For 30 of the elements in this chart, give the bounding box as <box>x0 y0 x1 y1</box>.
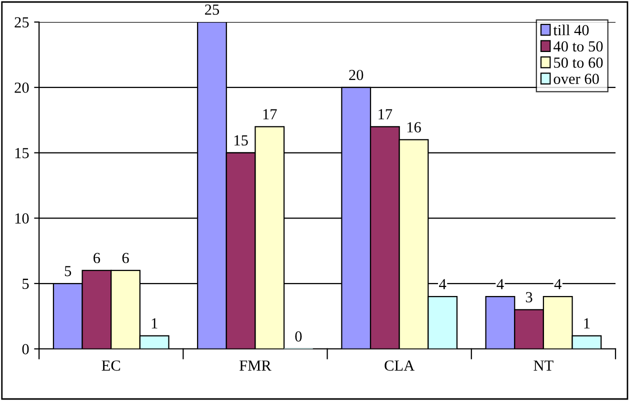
data-label: 3 <box>526 292 532 302</box>
data-label: 25 <box>205 4 220 15</box>
data-label: 1 <box>584 318 590 328</box>
x-tick-label: FMR <box>240 360 272 371</box>
data-label: 4 <box>496 279 504 290</box>
data-label: 6 <box>122 252 129 264</box>
legend-label: over 60 <box>554 74 599 84</box>
data-label: 0 <box>295 331 302 342</box>
y-tick-label: 0 <box>22 344 29 354</box>
y-tick-label: 10 <box>15 213 29 224</box>
data-label: 4 <box>439 279 446 290</box>
y-tick-label: 25 <box>14 17 29 28</box>
x-tick-label: EC <box>102 360 120 371</box>
legend-label: 50 to 60 <box>554 57 603 68</box>
legend-label: 40 to 50 <box>554 41 603 52</box>
data-label: 15 <box>234 135 248 146</box>
data-label: 5 <box>64 266 72 276</box>
y-tick-label: 15 <box>15 148 29 158</box>
y-tick-label: 5 <box>22 278 29 289</box>
data-label: 17 <box>378 109 392 120</box>
x-tick-label: CLA <box>384 360 415 371</box>
data-label: 20 <box>349 70 364 80</box>
data-label: 6 <box>94 252 100 264</box>
data-label: 17 <box>263 109 277 120</box>
x-tick-label: NT <box>534 360 554 371</box>
legend-label: till 40 <box>553 24 589 36</box>
data-label: 1 <box>152 318 158 328</box>
data-label: 16 <box>407 122 421 132</box>
data-label: 4 <box>554 279 562 290</box>
y-tick-label: 20 <box>14 82 29 93</box>
